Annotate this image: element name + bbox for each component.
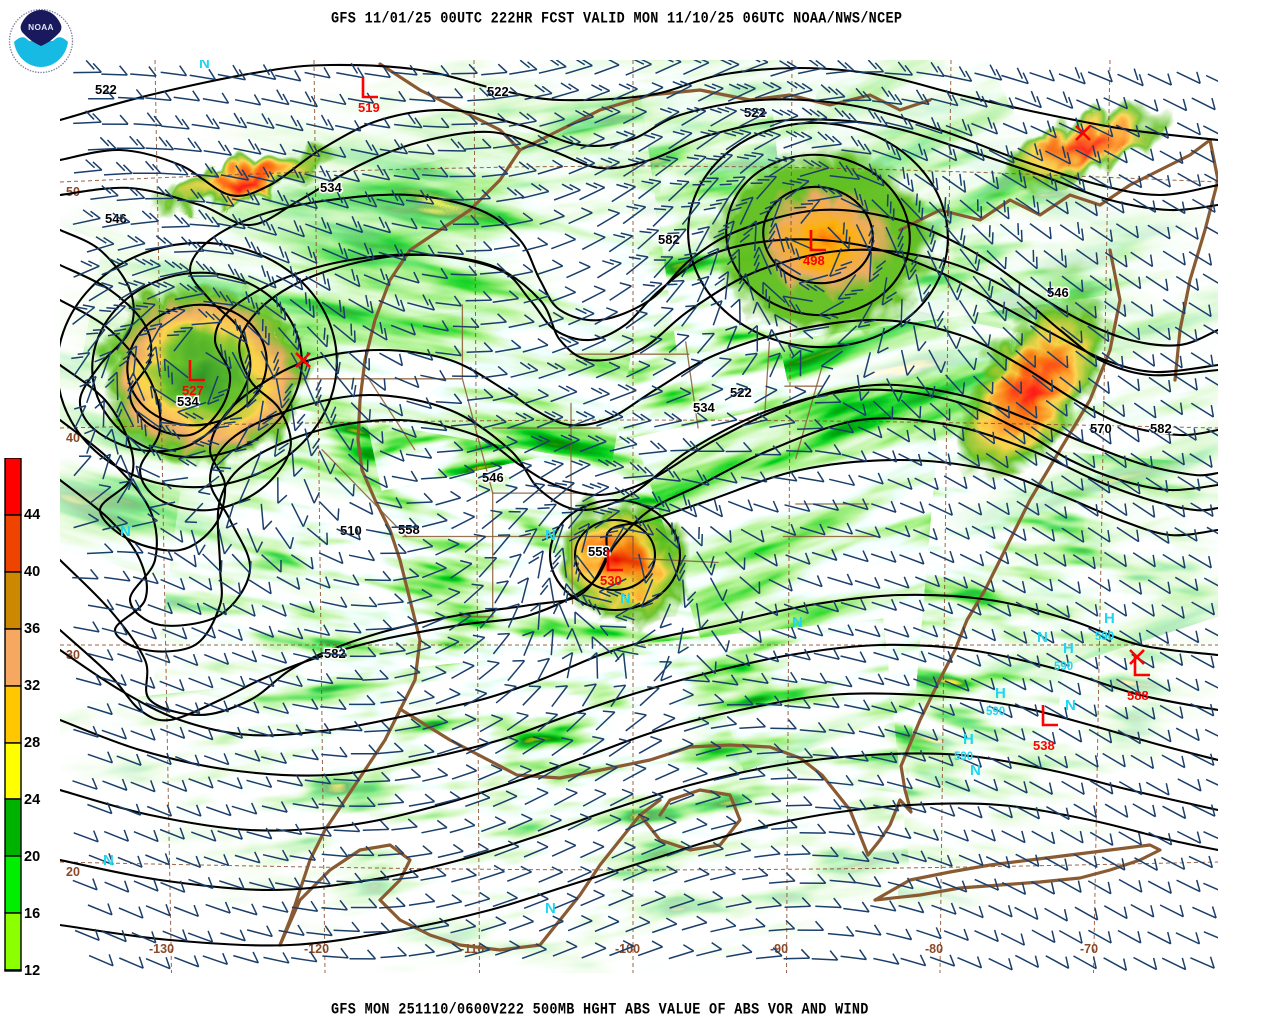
svg-text:534: 534 [693, 400, 715, 415]
svg-text:590: 590 [1054, 661, 1073, 673]
svg-text:28: 28 [24, 735, 40, 751]
svg-text:12: 12 [24, 963, 40, 979]
svg-text:-70: -70 [1080, 942, 1098, 956]
svg-text:32: 32 [24, 678, 40, 694]
svg-text:570: 570 [1090, 421, 1112, 436]
svg-text:527: 527 [182, 383, 204, 398]
svg-text:20: 20 [24, 849, 40, 865]
svg-text:534: 534 [320, 180, 342, 195]
svg-text:N: N [970, 762, 981, 779]
svg-text:558: 558 [588, 544, 610, 559]
svg-text:40: 40 [24, 564, 40, 580]
svg-text:588: 588 [1127, 688, 1149, 703]
svg-text:H: H [995, 685, 1006, 702]
svg-text:522: 522 [95, 82, 117, 97]
svg-text:522: 522 [730, 385, 752, 400]
svg-text:N: N [620, 590, 631, 607]
svg-text:H: H [1063, 640, 1074, 657]
svg-text:24: 24 [24, 792, 40, 808]
svg-text:538: 538 [1033, 738, 1055, 753]
svg-text:519: 519 [358, 100, 380, 115]
svg-text:36: 36 [24, 621, 40, 637]
svg-text:H: H [963, 731, 974, 748]
svg-text:N: N [545, 527, 556, 544]
svg-text:530: 530 [600, 573, 622, 588]
svg-text:NOAA: NOAA [28, 22, 54, 32]
svg-text:590: 590 [986, 706, 1005, 718]
svg-text:N: N [1037, 629, 1048, 646]
svg-text:590: 590 [1095, 631, 1114, 643]
svg-text:N: N [545, 900, 556, 917]
svg-text:582: 582 [658, 232, 680, 247]
svg-text:N: N [120, 523, 131, 540]
svg-text:N: N [1065, 697, 1076, 714]
svg-text:558: 558 [398, 522, 420, 537]
svg-text:16: 16 [24, 906, 40, 922]
svg-text:44: 44 [24, 507, 40, 523]
svg-text:N: N [792, 614, 803, 631]
svg-text:H: H [1104, 610, 1115, 627]
svg-text:N: N [103, 852, 114, 869]
svg-text:-80: -80 [925, 942, 943, 956]
svg-text:-130: -130 [149, 942, 174, 956]
svg-text:498: 498 [803, 253, 825, 268]
